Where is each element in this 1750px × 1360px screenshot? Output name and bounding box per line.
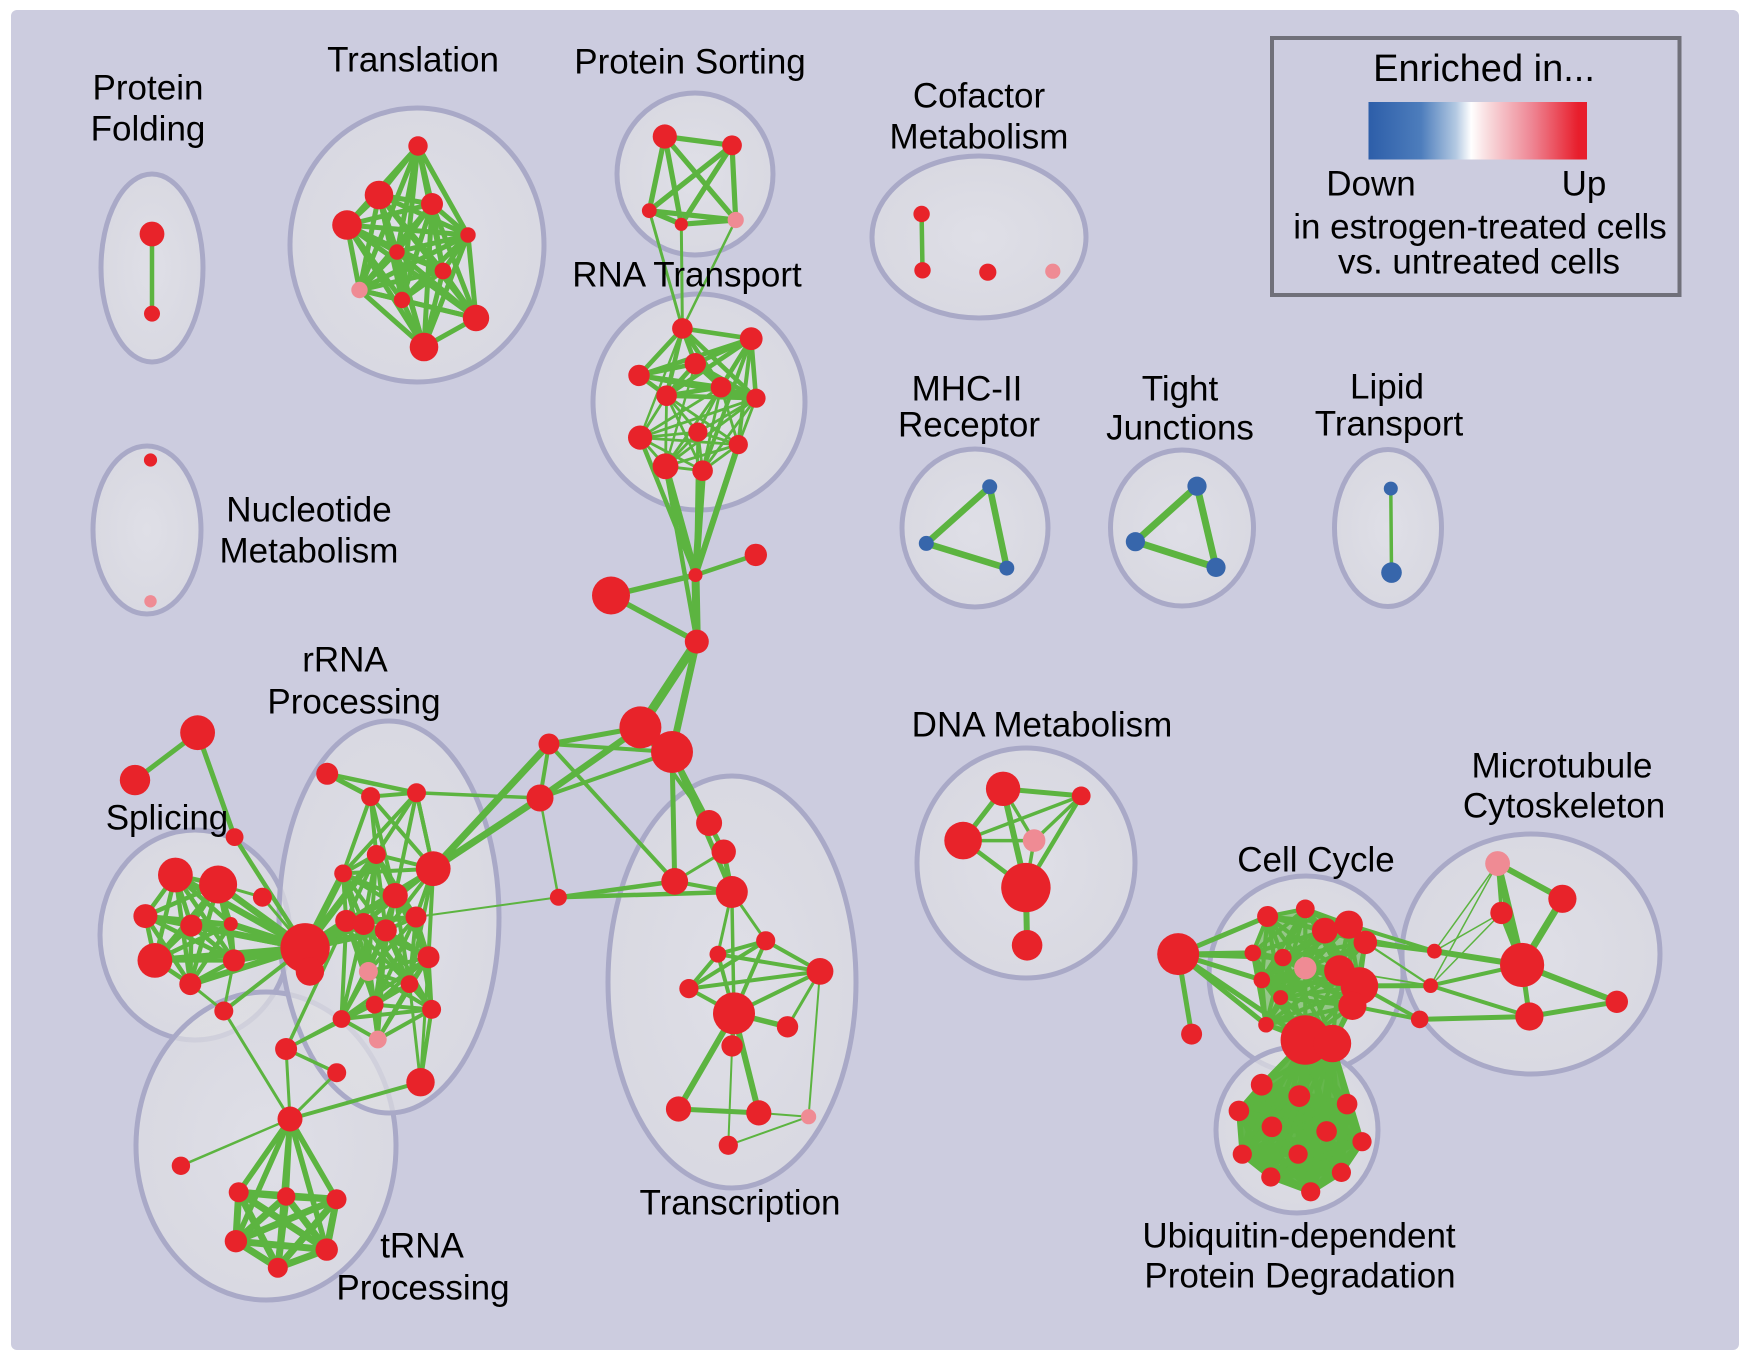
svg-text:in estrogen-treated cells: in estrogen-treated cells — [1293, 207, 1667, 246]
svg-text:Lipid: Lipid — [1350, 367, 1424, 406]
svg-text:vs. untreated cells: vs. untreated cells — [1338, 242, 1620, 281]
svg-text:Protein Sorting: Protein Sorting — [574, 42, 806, 81]
svg-text:Down: Down — [1326, 164, 1415, 203]
svg-text:Transcription: Transcription — [640, 1183, 841, 1222]
svg-text:tRNA: tRNA — [380, 1226, 464, 1265]
svg-text:RNA Transport: RNA Transport — [572, 255, 802, 294]
svg-text:Translation: Translation — [327, 40, 499, 79]
svg-text:Protein Degradation: Protein Degradation — [1144, 1256, 1455, 1295]
svg-text:Microtubule: Microtubule — [1472, 746, 1653, 785]
svg-text:Cytoskeleton: Cytoskeleton — [1463, 786, 1665, 825]
svg-text:Up: Up — [1562, 164, 1607, 203]
svg-text:Ubiquitin-dependent: Ubiquitin-dependent — [1142, 1216, 1456, 1255]
svg-text:Metabolism: Metabolism — [890, 117, 1069, 156]
svg-text:Metabolism: Metabolism — [220, 531, 399, 570]
svg-text:Cofactor: Cofactor — [913, 76, 1046, 115]
svg-text:MHC-II: MHC-II — [912, 369, 1023, 408]
svg-text:Processing: Processing — [336, 1268, 509, 1307]
svg-text:Cell Cycle: Cell Cycle — [1237, 840, 1395, 879]
svg-text:rRNA: rRNA — [302, 640, 388, 679]
svg-text:Junctions: Junctions — [1106, 408, 1254, 447]
svg-text:Folding: Folding — [91, 109, 206, 148]
svg-text:Processing: Processing — [267, 682, 440, 721]
svg-text:Tight: Tight — [1142, 369, 1219, 408]
svg-text:Receptor: Receptor — [898, 405, 1040, 444]
svg-text:Nucleotide: Nucleotide — [226, 490, 391, 529]
svg-text:Splicing: Splicing — [106, 798, 229, 837]
svg-text:Protein: Protein — [93, 68, 204, 107]
svg-text:Transport: Transport — [1315, 404, 1464, 443]
svg-text:Enriched in...: Enriched in... — [1373, 48, 1595, 90]
svg-text:DNA Metabolism: DNA Metabolism — [912, 705, 1173, 744]
